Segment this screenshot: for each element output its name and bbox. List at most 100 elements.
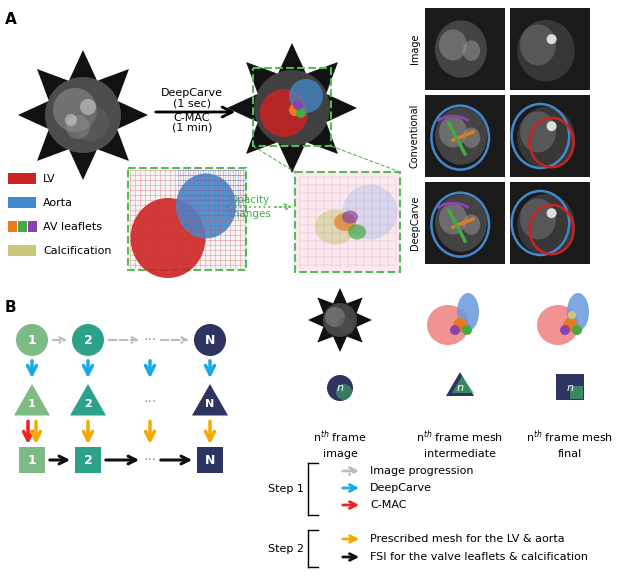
Ellipse shape [520, 111, 556, 152]
Ellipse shape [315, 209, 355, 245]
Text: 2: 2 [84, 399, 92, 409]
Circle shape [289, 79, 323, 113]
Bar [425, 8, 505, 90]
Circle shape [568, 311, 576, 319]
Text: FSI for the valve leaflets & calcification: FSI for the valve leaflets & calcificati… [370, 552, 588, 562]
Bar [128, 168, 246, 270]
Bar [570, 386, 583, 399]
Text: (1 min): (1 min) [172, 123, 212, 133]
Text: Prescribed mesh for the LV & aorta: Prescribed mesh for the LV & aorta [370, 534, 564, 544]
Text: Step 1: Step 1 [268, 484, 304, 494]
Bar [28, 221, 37, 232]
Circle shape [296, 108, 306, 118]
Circle shape [547, 34, 557, 44]
Ellipse shape [439, 29, 467, 61]
Text: 1: 1 [28, 334, 36, 347]
Polygon shape [308, 288, 372, 352]
Text: n$^{th}$ frame mesh
final: n$^{th}$ frame mesh final [527, 428, 614, 459]
Ellipse shape [520, 198, 556, 239]
Polygon shape [70, 384, 106, 415]
Text: LV: LV [43, 174, 56, 184]
Polygon shape [14, 384, 50, 415]
Text: 2: 2 [84, 334, 92, 347]
Polygon shape [227, 43, 357, 173]
Text: Image: Image [410, 33, 420, 64]
Text: Image progression: Image progression [370, 466, 474, 476]
Text: 2: 2 [84, 454, 92, 466]
Bar [295, 172, 400, 272]
Circle shape [80, 99, 96, 115]
Polygon shape [446, 372, 474, 396]
Text: Calcification: Calcification [43, 246, 111, 256]
Bar [253, 68, 331, 146]
Ellipse shape [567, 293, 589, 331]
Circle shape [73, 105, 109, 141]
Ellipse shape [537, 305, 579, 345]
Circle shape [16, 324, 48, 356]
Polygon shape [18, 50, 148, 180]
Text: DeepCarve: DeepCarve [410, 196, 420, 250]
Circle shape [547, 121, 557, 131]
Text: Conventional: Conventional [410, 104, 420, 168]
Circle shape [260, 89, 308, 137]
Text: n: n [456, 383, 463, 393]
Text: N: N [205, 454, 215, 466]
Circle shape [254, 70, 330, 146]
Circle shape [450, 325, 460, 335]
Ellipse shape [517, 194, 575, 256]
Circle shape [563, 318, 577, 332]
Circle shape [337, 317, 353, 333]
Circle shape [327, 375, 353, 401]
Circle shape [323, 303, 357, 337]
Ellipse shape [334, 213, 356, 231]
Text: n: n [337, 383, 344, 393]
Circle shape [325, 307, 345, 327]
Bar [18, 221, 27, 232]
Text: AV leaflets: AV leaflets [43, 222, 102, 232]
Text: ···: ··· [143, 453, 157, 467]
Circle shape [453, 318, 467, 332]
Ellipse shape [517, 20, 575, 81]
Bar [556, 374, 584, 400]
Text: n: n [566, 383, 573, 393]
Circle shape [560, 325, 570, 335]
Text: Aorta: Aorta [43, 198, 73, 208]
Circle shape [53, 88, 97, 132]
Bar [197, 447, 223, 473]
Text: DeepCarve: DeepCarve [370, 483, 432, 493]
Ellipse shape [439, 117, 467, 148]
Ellipse shape [439, 203, 467, 234]
Bar [510, 95, 590, 177]
Ellipse shape [435, 20, 487, 78]
Text: ···: ··· [143, 395, 157, 409]
Text: n$^{th}$ frame
image: n$^{th}$ frame image [314, 428, 367, 459]
Ellipse shape [463, 128, 480, 148]
Ellipse shape [463, 40, 480, 61]
Bar [8, 245, 36, 256]
Ellipse shape [342, 211, 358, 223]
Text: N: N [205, 399, 214, 409]
Text: 1: 1 [28, 399, 36, 409]
Circle shape [66, 115, 90, 139]
Bar [425, 95, 505, 177]
Text: 1: 1 [28, 454, 36, 466]
Text: C-MAC: C-MAC [173, 113, 211, 123]
Text: B: B [5, 300, 17, 315]
Ellipse shape [517, 107, 575, 168]
Circle shape [194, 324, 226, 356]
Text: C-MAC: C-MAC [370, 500, 406, 510]
Ellipse shape [131, 198, 205, 278]
Ellipse shape [348, 224, 366, 239]
Ellipse shape [427, 305, 469, 345]
Text: (1 sec): (1 sec) [173, 98, 211, 108]
Bar [510, 8, 590, 90]
Circle shape [462, 325, 472, 335]
Ellipse shape [520, 24, 556, 65]
Circle shape [72, 324, 104, 356]
Bar [75, 447, 101, 473]
Ellipse shape [463, 215, 480, 235]
Circle shape [45, 77, 121, 153]
Polygon shape [192, 384, 228, 415]
Text: N: N [205, 334, 215, 347]
Circle shape [293, 100, 303, 110]
